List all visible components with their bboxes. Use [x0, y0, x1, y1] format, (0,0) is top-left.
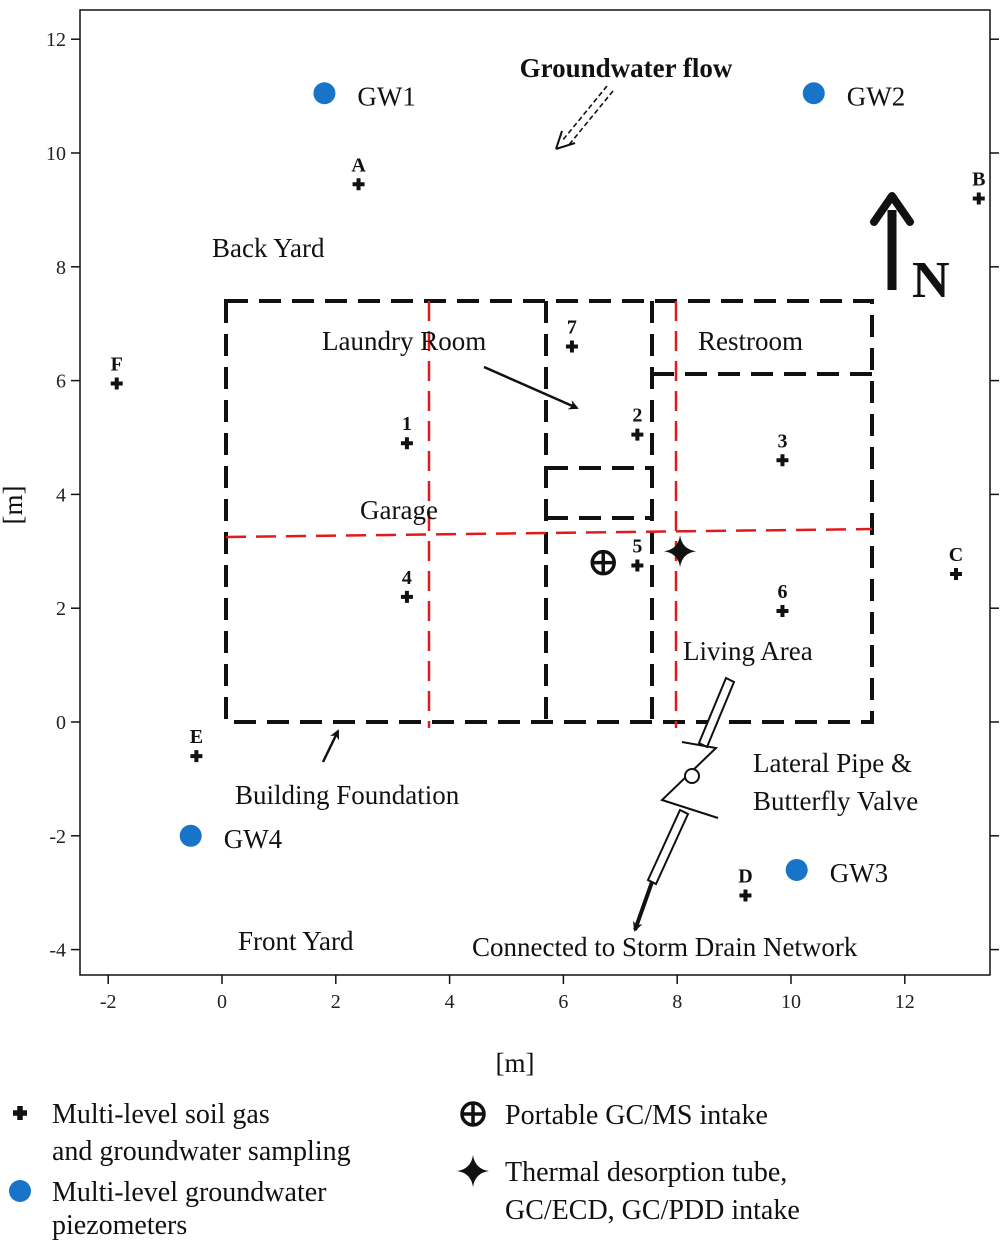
laundry-room-pointer — [483, 365, 579, 410]
x-tick-label: 6 — [558, 991, 568, 1013]
y-tick-label: 8 — [56, 257, 66, 279]
thermal-intake-marker — [664, 535, 697, 568]
legend: Multi-level soil gas and groundwater sam… — [9, 1099, 800, 1241]
legend-thermal-line-1: Thermal desorption tube, — [505, 1157, 787, 1188]
x-tick-label: 0 — [217, 991, 227, 1013]
y-tick-label: 4 — [56, 484, 66, 506]
piezometer-marker — [785, 858, 808, 881]
y-tick-label: -2 — [49, 826, 66, 848]
red-section-lines — [225, 301, 873, 728]
sampling-point-marker — [110, 377, 123, 390]
intake-layer — [590, 535, 697, 576]
lateral-pipe — [646, 676, 736, 886]
sampling-point-marker — [352, 178, 365, 191]
sampling-point-marker — [631, 559, 644, 572]
y-tick-label: 0 — [56, 712, 66, 734]
sampling-point-label: 6 — [777, 581, 787, 603]
sampling-point-label: 7 — [567, 316, 577, 338]
piezometer-marker — [179, 824, 202, 847]
back-yard-label: Back Yard — [212, 233, 325, 263]
x-tick-label: -2 — [100, 991, 117, 1013]
x-tick-label: 10 — [781, 991, 801, 1013]
living-area-label: Living Area — [683, 636, 813, 666]
laundry-room-label: Laundry Room — [322, 326, 486, 356]
piezometer-marker — [313, 82, 336, 105]
piezometer-label: GW4 — [224, 824, 283, 854]
x-tick-label: 12 — [895, 991, 915, 1013]
storm-drain-label: Connected to Storm Drain Network — [472, 932, 858, 962]
y-tick-label: 6 — [56, 371, 66, 393]
sampling-point-label: B — [972, 169, 985, 191]
piezometer-label: GW1 — [357, 81, 415, 111]
piezometer-marker — [802, 82, 825, 105]
sampling-point-marker — [190, 750, 203, 763]
x-tick-label: 2 — [331, 991, 341, 1013]
sampling-point-marker — [739, 889, 752, 902]
sampling-point-marker — [776, 605, 789, 618]
legend-plus-icon — [13, 1106, 27, 1120]
garage-label: Garage — [360, 495, 438, 525]
legend-soil-gas-line-2: and groundwater sampling — [52, 1136, 351, 1167]
y-axis-label: [m] — [0, 486, 28, 525]
groundwater-flow-label: Groundwater flow — [520, 53, 733, 83]
legend-soil-gas-line-1: Multi-level soil gas — [52, 1099, 270, 1130]
building-foundation-outline — [224, 299, 874, 724]
sampling-point-marker — [400, 590, 413, 603]
groundwater-flow-arrow — [555, 85, 614, 150]
gcms-intake-cross — [592, 551, 615, 574]
legend-gcms-icon — [460, 1101, 486, 1127]
north-arrow — [870, 192, 914, 290]
restroom-label: Restroom — [698, 326, 803, 356]
building-foundation-pointer — [321, 729, 340, 763]
legend-thermal-star-icon — [457, 1155, 489, 1187]
front-yard-label: Front Yard — [238, 926, 354, 956]
sampling-point-label: F — [111, 353, 123, 375]
sampling-point-label: C — [949, 544, 963, 566]
x-tick-label: 4 — [445, 991, 455, 1013]
lateral-pipe-label-1: Lateral Pipe & — [753, 748, 912, 778]
sampling-point-marker — [565, 340, 578, 353]
sampling-point-marker — [972, 192, 985, 205]
sampling-point-label: 5 — [632, 536, 642, 558]
sampling-point-marker — [631, 428, 644, 441]
sampling-point-label: 4 — [402, 567, 412, 589]
legend-piezometer-icon — [9, 1180, 31, 1202]
sampling-point-label: 2 — [632, 405, 642, 427]
legend-thermal-line-2: GC/ECD, GC/PDD intake — [505, 1195, 800, 1226]
storm-drain-arrow — [632, 881, 654, 932]
piezometer-layer: GW1 GW2 GW3 GW4 — [179, 81, 905, 888]
sampling-point-label: E — [190, 726, 203, 748]
north-label: N — [912, 252, 950, 309]
sampling-point-marker — [776, 454, 789, 467]
y-tick-label: 2 — [56, 598, 66, 620]
x-axis-ticks: -2 0 2 4 6 8 10 12 — [100, 975, 915, 1013]
legend-piezometer-line-1: Multi-level groundwater — [52, 1177, 327, 1208]
x-axis-label: [m] — [496, 1048, 535, 1078]
plot-frame — [79, 9, 991, 976]
x-tick-label: 8 — [672, 991, 682, 1013]
sampling-point-label: 1 — [402, 413, 412, 435]
sampling-point-marker — [950, 568, 963, 581]
legend-gcms-text: Portable GC/MS intake — [505, 1100, 768, 1131]
piezometer-label: GW3 — [830, 858, 888, 888]
sampling-point-layer: A B C D E F 1 2 3 4 5 6 7 — [110, 154, 985, 902]
building-foundation-label: Building Foundation — [235, 780, 460, 810]
y-tick-label: 10 — [46, 143, 66, 165]
sampling-point-label: D — [738, 866, 752, 888]
piezometer-label: GW2 — [847, 81, 905, 111]
sampling-point-label: 3 — [777, 430, 787, 452]
legend-piezometer-line-2: piezometers — [52, 1210, 187, 1241]
lateral-pipe-label-2: Butterfly Valve — [753, 786, 918, 816]
sampling-point-label: A — [351, 154, 366, 176]
y-tick-label: -4 — [49, 940, 66, 962]
y-tick-label: 12 — [46, 29, 66, 51]
sampling-point-marker — [400, 437, 413, 450]
